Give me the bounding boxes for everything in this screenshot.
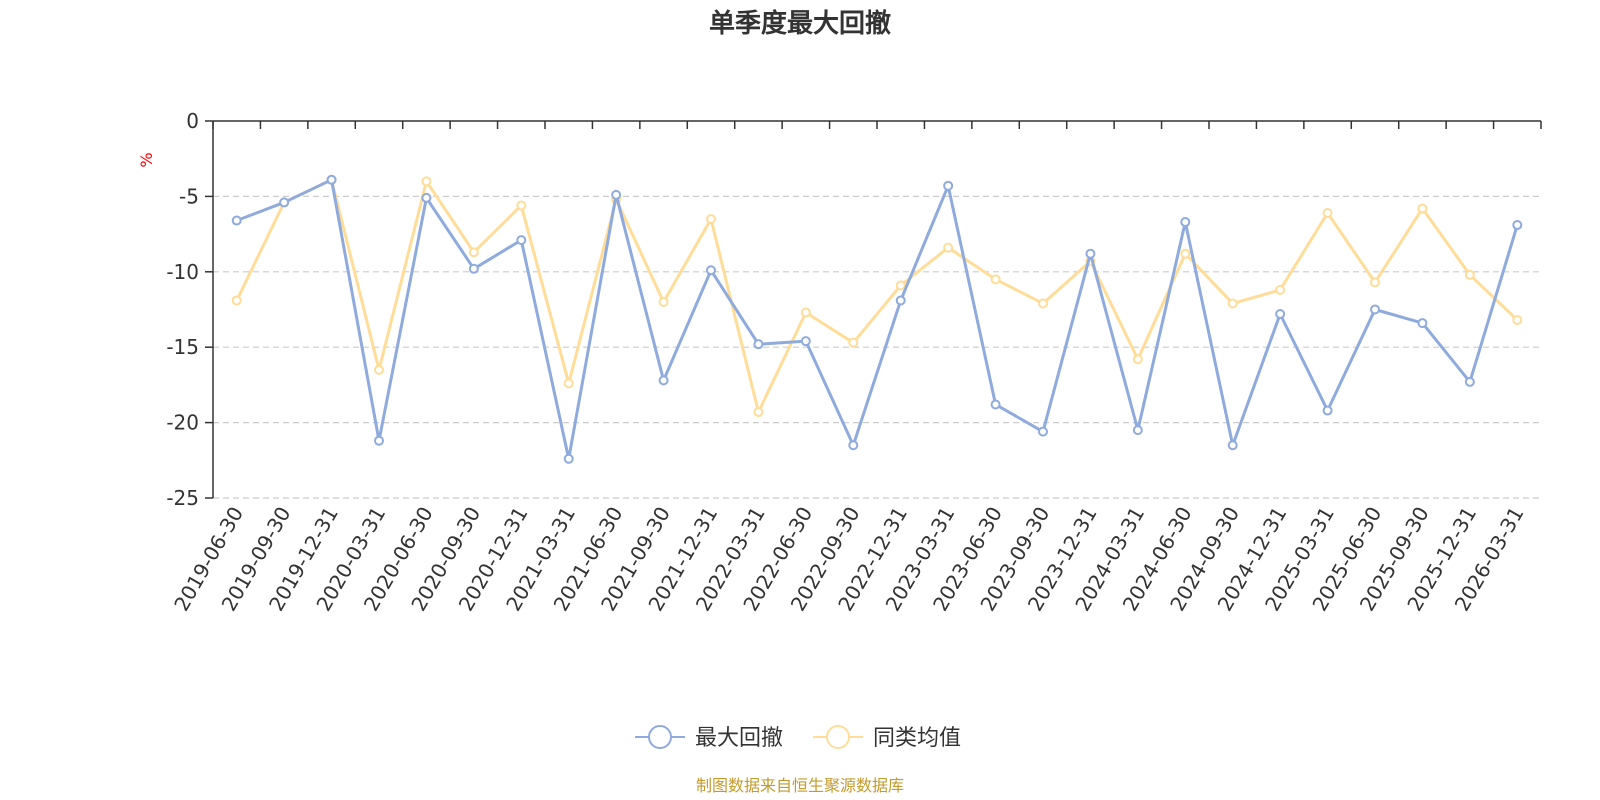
grid-lines <box>213 195 1541 499</box>
series-line <box>235 178 1519 414</box>
data-point[interactable] <box>1322 405 1333 416</box>
legend-marker <box>648 725 672 749</box>
y-tick-labels: 0 -5 -10 -15 -20 -25 <box>166 109 199 510</box>
data-point[interactable] <box>943 242 954 253</box>
y-tick-label: -5 <box>179 184 199 208</box>
data-point[interactable] <box>753 407 764 418</box>
legend-item-0[interactable]: 最大回撤 <box>635 725 783 751</box>
data-point[interactable] <box>1227 298 1238 309</box>
legend[interactable]: 最大回撤 同类均值 <box>635 725 961 751</box>
data-point[interactable] <box>1464 376 1475 387</box>
data-point[interactable] <box>753 339 764 350</box>
data-point[interactable] <box>1370 304 1380 315</box>
data-point[interactable] <box>1038 298 1048 309</box>
y-tick-label: -25 <box>166 486 199 510</box>
data-point[interactable] <box>1180 248 1191 259</box>
axes <box>205 120 1542 499</box>
data-point[interactable] <box>468 263 479 274</box>
data-point[interactable] <box>516 200 527 211</box>
data-point[interactable] <box>1417 203 1428 214</box>
data-point[interactable] <box>990 274 1001 285</box>
data-point[interactable] <box>1512 315 1523 326</box>
data-source-note: 制图数据来自恒生聚源数据库 <box>696 776 904 795</box>
data-point[interactable] <box>1085 248 1096 259</box>
data-point[interactable] <box>658 296 669 307</box>
series-1 <box>231 174 1523 418</box>
data-point[interactable] <box>943 180 954 191</box>
data-point[interactable] <box>1417 318 1428 329</box>
data-point[interactable] <box>848 440 859 451</box>
data-point[interactable] <box>1132 425 1143 436</box>
data-point[interactable] <box>611 189 622 200</box>
y-tick-label: 0 <box>186 109 199 133</box>
data-point[interactable] <box>706 214 716 225</box>
legend-label: 最大回撤 <box>695 726 783 751</box>
data-point[interactable] <box>1464 269 1475 280</box>
data-point[interactable] <box>421 192 432 203</box>
data-point[interactable] <box>706 265 716 276</box>
chart-title: 单季度最大回撤 <box>709 8 891 39</box>
data-point[interactable] <box>1370 277 1380 288</box>
data-point[interactable] <box>1038 426 1048 437</box>
data-point[interactable] <box>1227 440 1238 451</box>
data-point[interactable] <box>848 337 859 348</box>
legend-marker <box>826 725 850 749</box>
data-point[interactable] <box>895 280 906 291</box>
series-0 <box>231 174 1523 464</box>
data-point[interactable] <box>279 197 290 208</box>
data-point[interactable] <box>800 336 811 347</box>
data-point[interactable] <box>1275 284 1286 295</box>
data-point[interactable] <box>326 174 337 185</box>
data-point[interactable] <box>374 364 384 375</box>
data-point[interactable] <box>990 399 1001 410</box>
x-tick-labels: 2019-06-302019-09-302019-12-312020-03-31… <box>169 502 1528 615</box>
legend-item-1[interactable]: 同类均值 <box>813 725 961 751</box>
series-layer <box>231 174 1523 464</box>
data-point[interactable] <box>563 453 574 464</box>
data-point[interactable] <box>231 295 242 306</box>
data-point[interactable] <box>374 435 384 446</box>
data-point[interactable] <box>658 375 669 386</box>
data-point[interactable] <box>800 307 811 318</box>
y-tick-label: -15 <box>166 335 199 359</box>
data-point[interactable] <box>563 378 574 389</box>
y-tick-label: -20 <box>166 411 199 435</box>
y-axis-unit: % <box>137 152 156 167</box>
data-point[interactable] <box>1512 220 1523 231</box>
data-point[interactable] <box>468 247 479 258</box>
data-point[interactable] <box>1275 309 1286 320</box>
series-line <box>236 178 1519 461</box>
data-point[interactable] <box>895 295 906 306</box>
y-tick-label: -10 <box>166 260 199 284</box>
data-point[interactable] <box>1180 217 1191 228</box>
data-point[interactable] <box>516 235 527 246</box>
data-point[interactable] <box>1322 207 1333 218</box>
data-point[interactable] <box>231 215 242 226</box>
data-point[interactable] <box>421 176 432 187</box>
data-point[interactable] <box>1132 354 1143 365</box>
legend-label: 同类均值 <box>873 726 961 751</box>
